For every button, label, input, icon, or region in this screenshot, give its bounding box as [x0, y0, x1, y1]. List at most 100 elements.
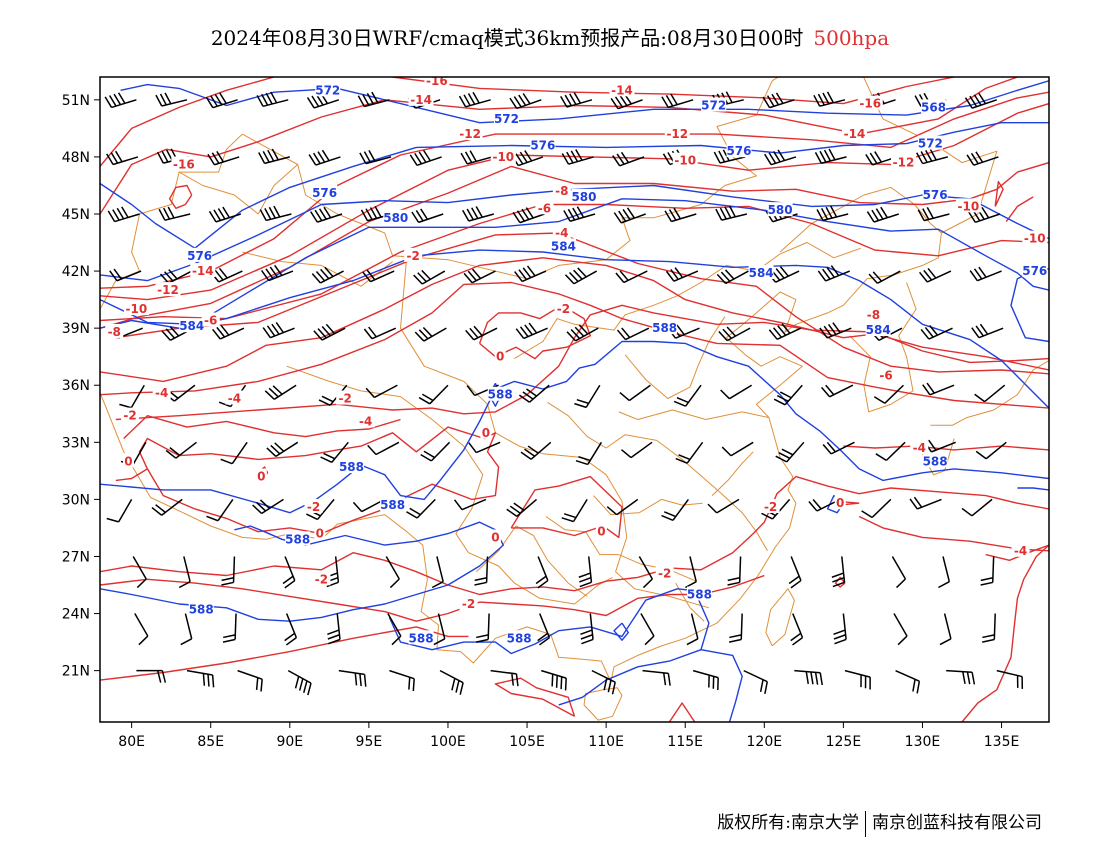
wind-barb [313, 323, 346, 341]
temperature-contour-line [961, 544, 1049, 722]
temperature-label: -4 [555, 226, 568, 240]
contour-label-bg [655, 565, 674, 580]
wind-barb [460, 150, 493, 165]
temperature-label: -16 [859, 97, 881, 111]
wind-barb [385, 556, 400, 589]
wind-barb [728, 613, 743, 643]
wind-barb [220, 441, 248, 465]
wind-barb [389, 669, 415, 692]
temperature-contour-line [100, 161, 1049, 329]
temperature-contour-line [494, 677, 576, 717]
wind-barb [969, 266, 1002, 282]
contour-label-bg [459, 596, 478, 611]
y-tick-label: 27N [62, 549, 90, 565]
contour-label-bg [121, 407, 140, 422]
wind-barb [909, 496, 942, 510]
wind-barb [817, 265, 850, 282]
wind-barb [468, 441, 501, 454]
height-label: 584 [179, 319, 204, 333]
temperature-contour-line [100, 475, 1049, 596]
contour-label-bg [834, 495, 846, 510]
contour-label-bg [917, 135, 943, 150]
wind-barb [716, 269, 749, 285]
wind-barb [917, 207, 950, 222]
x-axis: 80E 85E 90E 95E 100E 105E 110E 115E 120E 125E 130E… [118, 722, 1019, 750]
height-label: 588 [488, 388, 513, 402]
contour-label-bg [552, 225, 571, 240]
temperature-label: -14 [611, 83, 633, 97]
height-label: 576 [726, 144, 751, 158]
contour-label-bg [424, 77, 450, 87]
wind-barb [205, 92, 238, 109]
height-label: 576 [1022, 264, 1047, 278]
wind-barb [768, 323, 802, 340]
contour-labels: -16-16-16-14-14-14-14-12-12 -12-12-10-10-… [105, 77, 1048, 645]
height-label: 576 [923, 188, 948, 202]
wind-barb [359, 150, 392, 165]
temperature-label: -8 [867, 308, 880, 322]
contour-label-bg [571, 188, 597, 203]
temperature-label: -4 [359, 414, 372, 428]
wind-barb [831, 556, 846, 588]
contour-label-bg [506, 630, 532, 645]
wind-barb [474, 556, 489, 586]
wind-barb [258, 148, 290, 165]
wind-barb [868, 270, 901, 284]
height-contour-line [100, 249, 1049, 409]
wind-barb [165, 441, 197, 459]
wind-barb [207, 151, 240, 166]
height-label: 588 [923, 454, 948, 468]
wind-barb [237, 669, 263, 692]
wind-barb [453, 498, 487, 511]
contour-label-bg [550, 238, 576, 253]
wind-barb [861, 498, 892, 519]
wind-barb [106, 150, 139, 166]
contour-label-bg [726, 143, 752, 158]
contour-label-bg [1022, 263, 1048, 278]
contour-label-bg [554, 301, 573, 316]
contour-label-bg [285, 531, 311, 546]
contour-label-bg [179, 318, 205, 333]
height-label: 572 [494, 112, 519, 126]
contour-label-bg [841, 126, 867, 141]
border-line [545, 516, 697, 582]
height-label: 584 [551, 239, 576, 253]
wind-barb [180, 613, 193, 646]
wind-barb [206, 498, 234, 522]
wind-barb [615, 270, 648, 284]
wind-barb [320, 441, 349, 464]
contour-label-bg [338, 459, 364, 474]
wind-barb [365, 384, 398, 399]
height-label: 576 [187, 249, 212, 263]
wind-barb [439, 669, 464, 695]
x-tick-label: 80E [118, 734, 145, 750]
contour-label-bg [408, 91, 434, 106]
wind-barb [264, 384, 297, 400]
wind-barb [775, 441, 805, 463]
contour-label-bg [686, 586, 712, 601]
border-line [765, 588, 795, 647]
contour-label-bg [312, 571, 331, 586]
contour-label-bg [190, 263, 216, 278]
height-label: 588 [285, 532, 310, 546]
border-line [476, 525, 588, 597]
contour-label-bg [552, 183, 571, 198]
wind-barb [966, 151, 999, 166]
temperature-label: -2 [123, 409, 136, 423]
temperature-contour-line [100, 281, 1049, 409]
wind-barb [743, 669, 768, 694]
wind-barb [178, 556, 191, 589]
wind-barb [221, 556, 236, 586]
wind-barb [363, 326, 397, 340]
contour-label-bg [865, 322, 891, 337]
temperature-label: -14 [410, 93, 432, 107]
wind-barb [266, 441, 299, 458]
wind-barb [616, 327, 650, 341]
temperature-contour-line [123, 415, 401, 440]
wind-barb [574, 384, 601, 409]
wind-barb [338, 669, 367, 687]
y-axis: 51N 48N 45N 42N 39N 36N 33N 30N 27N 24N 21N [62, 93, 100, 680]
wind-barb [136, 669, 167, 683]
wind-barb [561, 498, 588, 523]
height-label: 584 [866, 323, 891, 337]
